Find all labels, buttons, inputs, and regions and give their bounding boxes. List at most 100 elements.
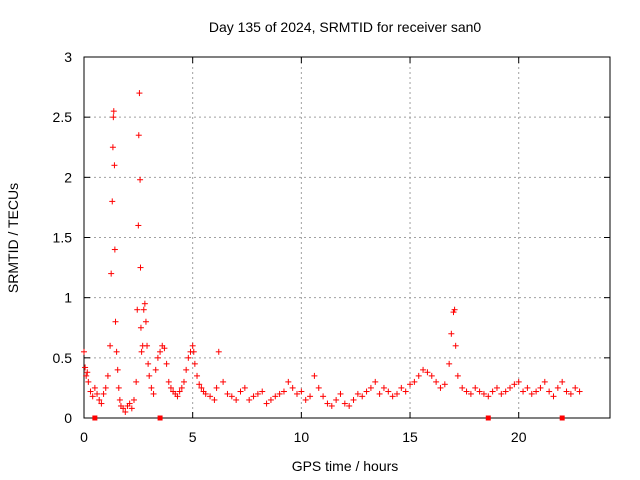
data-point xyxy=(167,384,174,391)
data-point xyxy=(134,306,141,313)
data-point xyxy=(524,384,531,391)
y-tick-label: 1.5 xyxy=(53,230,73,246)
data-point xyxy=(354,390,361,397)
data-point xyxy=(185,354,192,361)
data-point xyxy=(502,388,509,395)
y-gridlines xyxy=(84,116,610,359)
data-point xyxy=(285,378,292,385)
data-point xyxy=(420,366,427,373)
data-point xyxy=(144,342,151,349)
data-point xyxy=(174,393,181,400)
data-point xyxy=(183,366,190,373)
data-point xyxy=(84,369,91,376)
data-point xyxy=(572,384,579,391)
data-point xyxy=(546,388,553,395)
data-point xyxy=(190,348,197,355)
data-point xyxy=(207,393,214,400)
y-tick-label: 0.5 xyxy=(53,350,73,366)
data-point xyxy=(298,388,305,395)
data-point xyxy=(98,400,105,407)
data-point xyxy=(407,381,414,388)
data-point xyxy=(114,366,121,373)
data-point xyxy=(272,393,279,400)
data-point xyxy=(137,324,144,331)
data-point xyxy=(111,246,118,253)
data-point xyxy=(148,384,155,391)
data-point xyxy=(211,396,218,403)
data-point xyxy=(189,342,196,349)
data-point xyxy=(157,348,164,355)
data-point xyxy=(161,345,168,352)
data-point xyxy=(359,393,366,400)
data-point xyxy=(533,388,540,395)
data-point xyxy=(110,114,117,121)
data-point xyxy=(380,384,387,391)
data-point xyxy=(550,393,557,400)
data-point xyxy=(180,378,187,385)
data-point xyxy=(485,393,492,400)
data-point xyxy=(176,388,183,395)
data-point xyxy=(402,388,409,395)
zero-marker xyxy=(92,415,98,421)
data-point xyxy=(372,378,379,385)
data-point xyxy=(437,384,444,391)
data-point xyxy=(433,378,440,385)
data-point xyxy=(280,388,287,395)
data-point xyxy=(220,378,227,385)
data-point xyxy=(346,402,353,409)
data-point xyxy=(451,306,458,313)
data-point xyxy=(467,390,474,397)
data-point xyxy=(126,400,133,407)
data-point xyxy=(350,396,357,403)
data-point xyxy=(324,400,331,407)
y-tick-label: 2 xyxy=(64,169,72,185)
data-point xyxy=(328,402,335,409)
data-point xyxy=(111,162,118,169)
data-point xyxy=(213,384,220,391)
data-point xyxy=(122,408,129,415)
data-point xyxy=(137,264,144,271)
data-point xyxy=(138,348,145,355)
axis-ticks xyxy=(83,56,610,419)
data-point xyxy=(480,390,487,397)
data-point xyxy=(152,366,159,373)
data-point xyxy=(102,384,109,391)
data-point xyxy=(140,306,147,313)
data-point xyxy=(411,378,418,385)
data-point xyxy=(363,388,370,395)
data-point xyxy=(294,390,301,397)
data-point xyxy=(472,384,479,391)
x-tick-label: 0 xyxy=(80,429,88,445)
data-point xyxy=(107,342,114,349)
data-point xyxy=(196,381,203,388)
data-point xyxy=(246,396,253,403)
data-points xyxy=(81,90,583,415)
data-point xyxy=(576,388,583,395)
x-tick-labels: 0 5 10 15 20 xyxy=(80,429,527,445)
data-point xyxy=(115,384,122,391)
data-point xyxy=(135,132,142,139)
data-point xyxy=(367,384,374,391)
x-axis-label: GPS time / hours xyxy=(292,458,399,474)
data-point xyxy=(89,393,96,400)
zero-markers xyxy=(92,415,565,421)
data-point xyxy=(559,378,566,385)
data-point xyxy=(191,360,198,367)
data-point xyxy=(459,384,466,391)
data-point xyxy=(233,396,240,403)
data-point xyxy=(136,90,143,97)
y-tick-labels: 0 0.5 1 1.5 2 2.5 3 xyxy=(53,49,73,426)
data-point xyxy=(448,330,455,337)
data-point xyxy=(150,390,157,397)
data-point xyxy=(133,378,140,385)
data-point xyxy=(276,390,283,397)
data-point xyxy=(493,384,500,391)
y-tick-label: 3 xyxy=(64,49,72,65)
data-point xyxy=(507,384,514,391)
data-point xyxy=(498,390,505,397)
data-point xyxy=(104,372,111,379)
data-point xyxy=(267,396,274,403)
plot-frame xyxy=(83,56,611,419)
data-point xyxy=(141,300,148,307)
